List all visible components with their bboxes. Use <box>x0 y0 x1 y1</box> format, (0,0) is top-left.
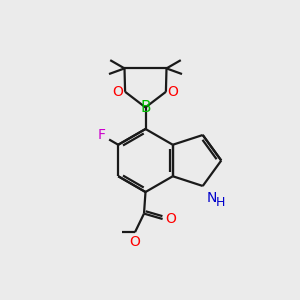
Text: O: O <box>167 85 178 99</box>
Text: B: B <box>140 100 151 115</box>
Text: O: O <box>165 212 176 226</box>
Text: O: O <box>113 85 124 99</box>
Text: F: F <box>98 128 106 142</box>
Text: O: O <box>130 235 140 249</box>
Text: N: N <box>206 191 217 206</box>
Text: H: H <box>216 196 226 208</box>
